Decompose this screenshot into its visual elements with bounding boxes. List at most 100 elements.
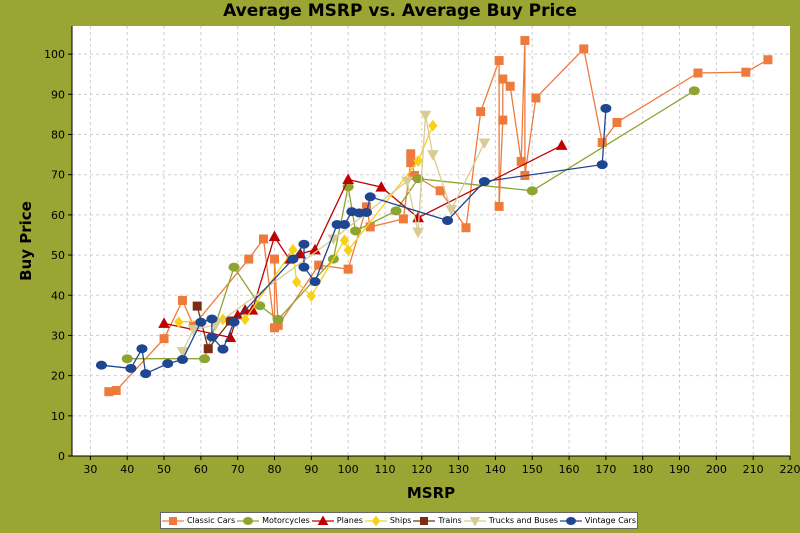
data-point-classic-cars	[498, 74, 508, 84]
data-point-vintage-cars	[298, 262, 310, 272]
data-point-classic-cars	[461, 223, 471, 233]
data-point-motorcycles	[688, 86, 700, 96]
legend-marker	[420, 516, 429, 525]
x-axis-label: MSRP	[407, 484, 455, 502]
data-point-motorcycles	[199, 354, 211, 364]
legend-marker	[243, 516, 254, 525]
data-point-classic-cars	[159, 334, 169, 344]
data-point-planes	[158, 317, 170, 328]
data-point-classic-cars	[314, 260, 324, 270]
data-point-classic-cars	[597, 138, 607, 148]
data-point-classic-cars	[520, 35, 530, 45]
x-tick-label: 190	[669, 463, 690, 476]
legend-label: Trains	[438, 516, 462, 525]
legend-symbol-planes	[311, 515, 334, 525]
data-point-ships	[306, 290, 316, 302]
x-tick-label: 120	[411, 463, 432, 476]
legend-item-vintage-cars: Vintage Cars	[559, 516, 637, 526]
data-point-vintage-cars	[95, 360, 107, 370]
data-point-ships	[413, 155, 423, 167]
legend-item-classic-cars: Classic Cars	[161, 516, 235, 526]
y-tick-label: 30	[51, 329, 65, 342]
data-point-vintage-cars	[364, 192, 376, 202]
data-point-classic-cars	[531, 93, 541, 103]
data-point-motorcycles	[412, 174, 424, 184]
data-point-vintage-cars	[136, 344, 148, 354]
data-point-ships	[428, 119, 438, 132]
data-point-planes	[555, 139, 568, 150]
series-vintage-cars	[95, 103, 612, 379]
series-classic-cars	[104, 35, 773, 397]
x-tick-label: 170	[595, 463, 616, 476]
data-point-ships	[291, 276, 302, 288]
x-tick-label: 50	[157, 463, 171, 476]
data-point-vintage-cars	[309, 277, 321, 287]
legend-marker	[469, 516, 481, 526]
data-point-classic-cars	[612, 117, 622, 127]
legend-item-planes: Planes	[311, 515, 363, 526]
y-tick-label: 70	[51, 169, 65, 182]
data-point-vintage-cars	[298, 239, 310, 249]
series-line-trucks-and-buses	[181, 115, 485, 352]
legend-symbol-motorcycles	[237, 516, 260, 525]
y-tick-label: 50	[51, 249, 65, 262]
data-point-trucks-and-buses	[445, 205, 458, 216]
data-point-vintage-cars	[442, 216, 454, 226]
data-point-trucks-and-buses	[426, 150, 439, 161]
legend-marker	[317, 515, 329, 525]
data-point-ships	[339, 234, 350, 246]
data-point-vintage-cars	[600, 103, 612, 113]
data-point-trucks-and-buses	[401, 176, 413, 188]
legend-marker	[565, 516, 576, 525]
data-point-classic-cars	[494, 56, 504, 66]
data-point-classic-cars	[763, 55, 773, 65]
x-tick-label: 100	[338, 463, 359, 476]
x-tick-label: 180	[632, 463, 653, 476]
y-tick-label: 10	[51, 410, 65, 423]
series-motorcycles	[121, 86, 700, 364]
y-tick-label: 90	[51, 88, 65, 101]
data-point-vintage-cars	[287, 254, 299, 264]
legend-label: Motorcycles	[262, 516, 310, 525]
data-point-planes	[375, 181, 388, 192]
y-tick-label: 0	[58, 450, 65, 463]
legend-marker	[168, 516, 177, 525]
data-point-classic-cars	[406, 158, 416, 168]
y-tick-label: 80	[51, 129, 65, 142]
data-point-trucks-and-buses	[419, 110, 432, 122]
data-point-vintage-cars	[596, 160, 608, 170]
data-point-motorcycles	[390, 206, 402, 216]
data-point-classic-cars	[244, 254, 254, 264]
data-point-classic-cars	[111, 385, 121, 395]
legend-symbol-trains	[413, 516, 436, 525]
legend: Classic Cars Motorcycles Planes Ships Trains…	[160, 512, 638, 529]
x-tick-label: 210	[743, 463, 764, 476]
data-point-trucks-and-buses	[478, 138, 491, 149]
data-point-motorcycles	[350, 226, 362, 236]
legend-marker	[371, 515, 380, 526]
data-point-classic-cars	[498, 115, 508, 125]
data-point-classic-cars	[104, 387, 114, 397]
data-point-classic-cars	[258, 234, 268, 244]
legend-item-trains: Trains	[413, 516, 462, 526]
legend-symbol-trucks-and-buses	[463, 516, 486, 526]
x-tick-label: 110	[374, 463, 395, 476]
data-point-vintage-cars	[206, 332, 218, 342]
axis-ticks: 30 40 50 60 70 80 90 100 110 120 130 140 150 160 170 18…	[44, 26, 800, 476]
legend-label: Vintage Cars	[584, 516, 637, 525]
x-tick-label: 150	[522, 463, 543, 476]
x-tick-label: 130	[448, 463, 469, 476]
x-tick-label: 40	[120, 463, 134, 476]
x-tick-label: 80	[268, 463, 282, 476]
data-point-planes	[309, 243, 321, 255]
chart-title: Average MSRP vs. Average Buy Price	[223, 1, 577, 21]
data-point-ships	[240, 313, 250, 326]
legend-symbol-ships	[364, 515, 387, 526]
data-point-classic-cars	[693, 68, 703, 78]
legend-label: Ships	[389, 516, 412, 525]
x-tick-label: 160	[559, 463, 580, 476]
data-point-trains	[203, 344, 213, 354]
data-point-classic-cars	[398, 214, 408, 224]
legend-item-ships: Ships	[364, 515, 412, 526]
